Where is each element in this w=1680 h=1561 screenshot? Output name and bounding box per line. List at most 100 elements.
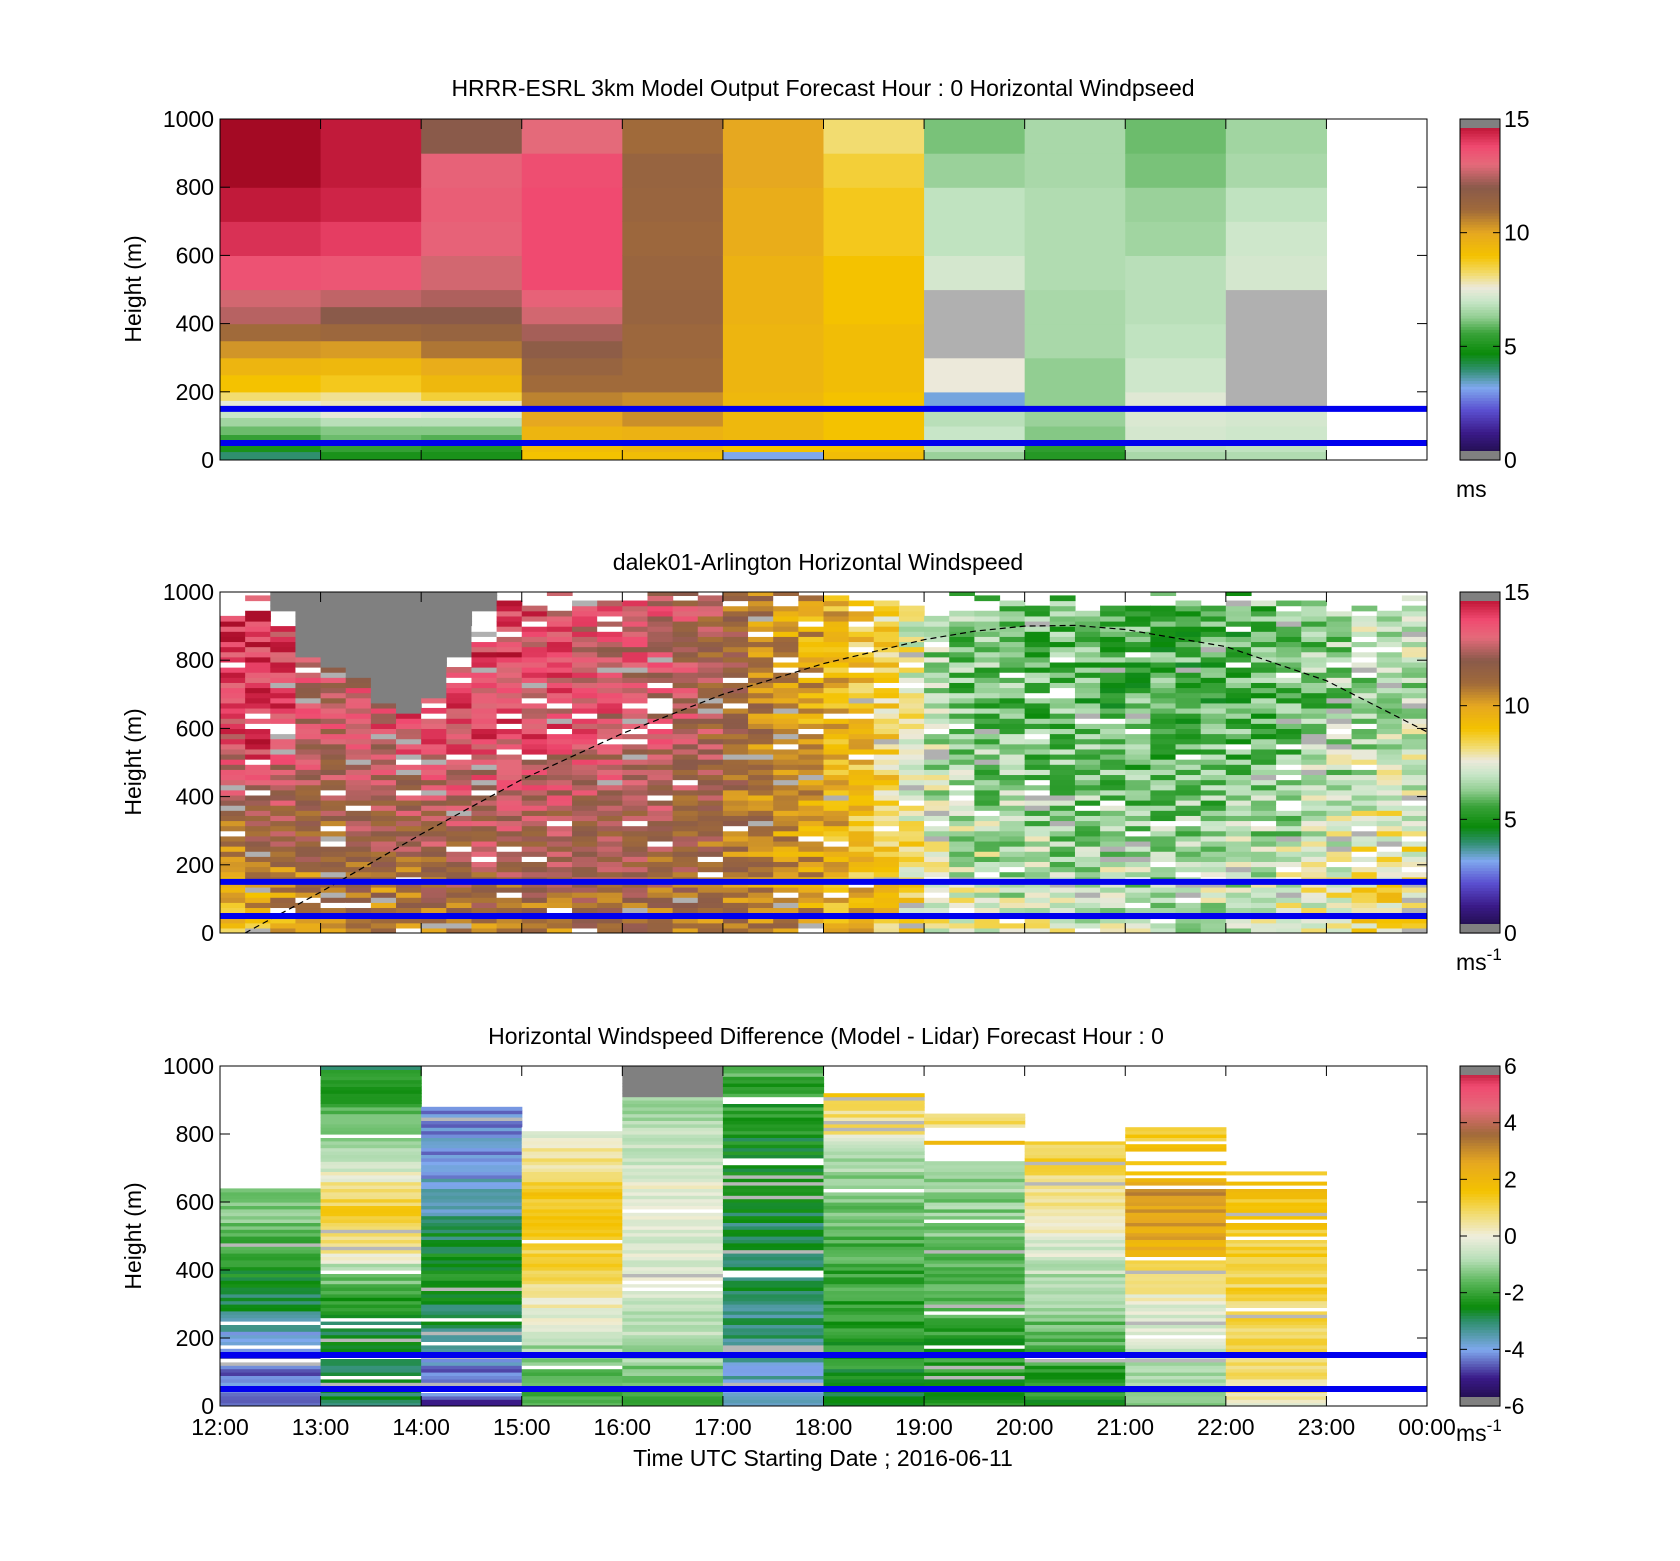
- heatmap-cell: [647, 902, 674, 909]
- heatmap-cell: [1200, 702, 1227, 709]
- heatmap-cell: [572, 846, 598, 852]
- heatmap-cell: [1276, 789, 1302, 796]
- colorbar-swatch: [1460, 161, 1500, 166]
- heatmap-cell: [622, 871, 649, 878]
- colorbar-swatch: [1460, 771, 1500, 775]
- heatmap-cell: [1225, 840, 1252, 847]
- heatmap-cell: [1125, 1188, 1227, 1193]
- heatmap-cell: [521, 1310, 623, 1315]
- colorbar-swatch: [1460, 881, 1500, 886]
- heatmap-cell: [873, 927, 900, 933]
- panel-3-xlabel: Time UTC Starting Date ; 2016-06-11: [633, 1445, 1013, 1471]
- heatmap-cell: [924, 1365, 1026, 1370]
- heatmap-cell: [773, 774, 799, 781]
- heatmap-cell: [320, 187, 422, 222]
- heatmap-cell: [722, 743, 749, 750]
- heatmap-cell: [622, 1195, 724, 1200]
- heatmap-cell: [396, 743, 422, 750]
- heatmap-cell: [1225, 1246, 1328, 1251]
- heatmap-cell: [521, 892, 548, 898]
- heatmap-cell: [220, 779, 246, 786]
- heatmap-cell: [1150, 922, 1177, 929]
- colorbar-swatch: [1460, 232, 1500, 237]
- heatmap-cell: [898, 794, 925, 801]
- heatmap-cell: [1125, 1392, 1227, 1397]
- heatmap-cell: [647, 610, 674, 617]
- heatmap-cell: [572, 810, 598, 816]
- colorbar-swatch: [1460, 150, 1500, 154]
- heatmap-cell: [320, 1171, 422, 1176]
- heatmap-cell: [697, 707, 724, 714]
- heatmap-cell: [521, 667, 548, 673]
- y-tick-label: 400: [176, 1257, 214, 1283]
- colorbar-swatch: [1460, 1176, 1500, 1180]
- colorbar-swatch: [1460, 1151, 1500, 1155]
- heatmap-cell: [647, 866, 674, 873]
- heatmap-cell: [974, 846, 1001, 852]
- heatmap-cell: [697, 626, 724, 632]
- colorbar-swatch: [1460, 1233, 1500, 1237]
- heatmap-cell: [320, 835, 347, 842]
- colorbar-swatch: [1460, 870, 1500, 874]
- heatmap-cell: [421, 907, 447, 914]
- heatmap-cell: [848, 800, 875, 806]
- colorbar-swatch: [1460, 620, 1500, 624]
- heatmap-cell: [1200, 661, 1227, 668]
- heatmap-cell: [1150, 620, 1177, 627]
- heatmap-cell: [622, 1324, 724, 1329]
- heatmap-cell: [748, 769, 774, 776]
- heatmap-cell: [1326, 866, 1353, 873]
- heatmap-cell: [1301, 713, 1328, 719]
- heatmap-cell: [722, 805, 749, 811]
- heatmap-cell: [1100, 723, 1126, 729]
- heatmap-cell: [1150, 907, 1177, 914]
- heatmap-cell: [220, 340, 322, 359]
- heatmap-cell: [898, 769, 925, 776]
- heatmap-cell: [320, 1191, 422, 1196]
- heatmap-cell: [295, 713, 322, 719]
- heatmap-cell: [1301, 702, 1328, 709]
- heatmap-cell: [1125, 1191, 1227, 1196]
- heatmap-cell: [421, 897, 447, 903]
- heatmap-cell: [1150, 810, 1177, 816]
- heatmap-cell: [999, 733, 1026, 740]
- heatmap-cell: [446, 774, 473, 781]
- heatmap-cell: [1150, 753, 1177, 760]
- heatmap-cell: [1125, 1399, 1227, 1404]
- heatmap-cell: [345, 810, 372, 816]
- heatmap-cell: [1049, 641, 1076, 648]
- heatmap-cell: [446, 805, 473, 811]
- heatmap-cell: [1125, 1280, 1227, 1285]
- heatmap-cell: [974, 656, 1001, 663]
- heatmap-cell: [924, 759, 950, 765]
- heatmap-cell: [1301, 922, 1328, 929]
- heatmap-cell: [1301, 743, 1328, 750]
- heatmap-cell: [320, 1130, 422, 1135]
- heatmap-cell: [1225, 779, 1252, 786]
- heatmap-cell: [823, 1365, 925, 1370]
- heatmap-cell: [1125, 615, 1151, 622]
- panel-windspeed-difference: Horizontal Windspeed Difference (Model -…: [120, 1023, 1525, 1471]
- x-tick-label: 00:00: [1398, 1414, 1456, 1440]
- heatmap-cell: [974, 927, 1001, 933]
- heatmap-cell: [345, 840, 372, 847]
- heatmap-cell: [697, 615, 724, 622]
- heatmap-cell: [1225, 1314, 1328, 1319]
- heatmap-cell: [647, 759, 674, 765]
- heatmap-cell: [999, 779, 1026, 786]
- heatmap-cell: [521, 1130, 623, 1135]
- heatmap-cell: [521, 810, 548, 816]
- heatmap-cell: [1326, 902, 1353, 909]
- heatmap-cell: [1074, 753, 1101, 760]
- heatmap-cell: [1326, 769, 1353, 776]
- heatmap-cell: [1301, 672, 1328, 678]
- heatmap-cell: [421, 886, 447, 893]
- heatmap-cell: [597, 907, 623, 914]
- colorbar-swatch: [1460, 1289, 1500, 1294]
- heatmap-cell: [421, 434, 523, 444]
- heatmap-cell: [873, 902, 900, 909]
- heatmap-cell: [898, 743, 925, 750]
- heatmap-cell: [396, 610, 422, 617]
- heatmap-cell: [220, 1225, 322, 1230]
- heatmap-cell: [722, 825, 749, 832]
